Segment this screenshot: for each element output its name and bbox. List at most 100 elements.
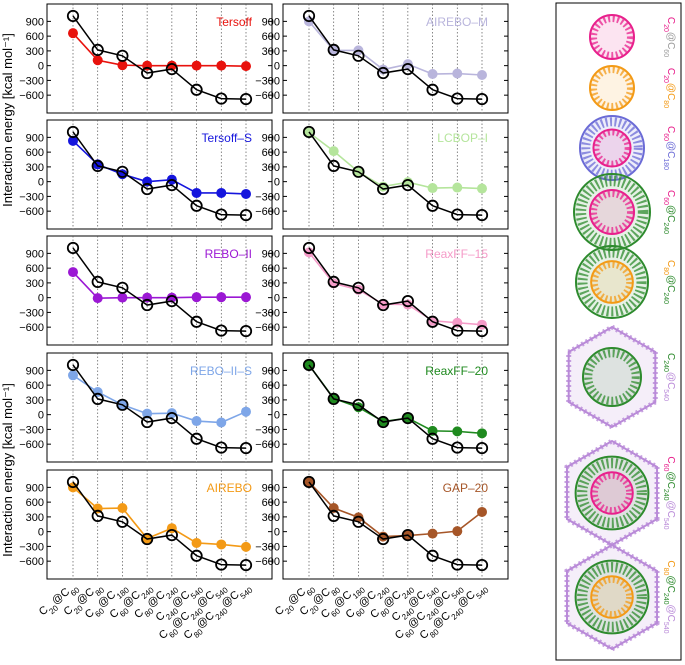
panel-frame bbox=[46, 3, 273, 114]
panel-frame bbox=[46, 469, 273, 580]
reference-point bbox=[451, 208, 464, 221]
reference-point bbox=[141, 182, 154, 196]
model-point bbox=[216, 292, 227, 303]
y-tick-label: −600 bbox=[19, 90, 44, 102]
model-point bbox=[191, 60, 202, 71]
model-point bbox=[191, 537, 202, 548]
reference-point bbox=[352, 165, 365, 178]
y-tick-label: −600 bbox=[19, 439, 44, 451]
y-tick-label: 600 bbox=[262, 380, 280, 392]
model-point bbox=[452, 68, 463, 79]
panel-7: −600 −300 0 300 600 900 REBO–II–S bbox=[19, 352, 273, 463]
model-point bbox=[117, 60, 128, 71]
y-tick-label: 600 bbox=[262, 497, 280, 509]
model-name-label: AIREBO–M bbox=[426, 15, 488, 29]
y-axis-title-1: Interaction energy [kcal mol⁻¹] bbox=[0, 33, 15, 207]
reference-point bbox=[190, 83, 203, 96]
y-tick-label: −600 bbox=[255, 439, 280, 451]
model-name-label: REBO–II bbox=[205, 247, 252, 261]
reference-point bbox=[165, 411, 178, 425]
structure-side-panel: C20@C60 C20@C80 C60@C180 C60@C240 C80@C240 C2… bbox=[555, 2, 682, 661]
molecule-c60-at-c180 bbox=[579, 115, 645, 181]
y-tick-label: 0 bbox=[274, 61, 280, 73]
reference-point bbox=[377, 415, 390, 429]
y-tick-label: 900 bbox=[26, 248, 44, 260]
cage-shell bbox=[590, 575, 634, 619]
reference-point bbox=[451, 558, 464, 571]
model-point bbox=[92, 293, 103, 304]
molecule-c20-at-c60 bbox=[589, 14, 635, 60]
y-tick-label: −300 bbox=[255, 191, 280, 203]
cage-lattice bbox=[577, 247, 647, 317]
y-tick-label: −300 bbox=[255, 307, 280, 319]
model-name-label: ReaxFF–20 bbox=[425, 364, 488, 378]
y-tick-label: −600 bbox=[255, 90, 280, 102]
y-tick-label: 0 bbox=[274, 293, 280, 305]
reference-point bbox=[91, 275, 104, 289]
reference-point bbox=[401, 62, 414, 76]
model-point bbox=[241, 541, 251, 552]
reference-point bbox=[327, 275, 340, 289]
y-tick-label: 600 bbox=[26, 147, 44, 159]
reference-point bbox=[426, 83, 439, 96]
reference-point bbox=[116, 49, 129, 62]
panel-8: −600 −300 0 300 600 900 ReaxFF–20 bbox=[255, 352, 509, 463]
reference-point bbox=[426, 315, 439, 328]
y-tick-label: −300 bbox=[19, 307, 44, 319]
model-point bbox=[427, 528, 438, 539]
model-point bbox=[216, 539, 227, 550]
y-tick-label: 300 bbox=[262, 46, 280, 58]
reference-point bbox=[352, 281, 365, 294]
model-name-label: REBO–II–S bbox=[190, 364, 252, 378]
reference-point bbox=[66, 9, 80, 23]
cage-shell bbox=[590, 471, 634, 515]
structure-label: C60@C180 bbox=[663, 126, 677, 170]
reference-point bbox=[451, 324, 464, 337]
reference-point bbox=[352, 398, 365, 411]
model-point bbox=[191, 416, 202, 427]
reference-point bbox=[327, 509, 340, 523]
reference-point bbox=[377, 532, 390, 546]
y-tick-label: 900 bbox=[26, 365, 44, 377]
reference-point bbox=[116, 281, 129, 294]
molecule-c20-at-c80 bbox=[589, 65, 635, 111]
panel-frame bbox=[46, 352, 273, 463]
molecule-c80-at-c240-at-c540 bbox=[564, 542, 660, 652]
model-point bbox=[427, 183, 438, 194]
model-point bbox=[241, 61, 251, 72]
model-point bbox=[117, 503, 128, 514]
model-point bbox=[452, 426, 463, 437]
y-tick-label: 300 bbox=[26, 278, 44, 290]
y-tick-label: −300 bbox=[19, 424, 44, 436]
cage-lattice bbox=[575, 175, 649, 249]
cage-lattice bbox=[594, 130, 630, 166]
reference-point bbox=[352, 515, 365, 528]
reference-point bbox=[327, 43, 340, 57]
y-tick-label: 900 bbox=[26, 132, 44, 144]
molecule-c60-at-c240-at-c540 bbox=[564, 438, 660, 548]
reference-point bbox=[215, 208, 228, 221]
reference-point bbox=[239, 208, 253, 222]
model-point bbox=[477, 428, 487, 439]
y-tick-label: 900 bbox=[26, 482, 44, 494]
y-tick-label: −600 bbox=[255, 206, 280, 218]
y-tick-label: 0 bbox=[38, 177, 44, 189]
model-name-label: LCBOP–I bbox=[437, 131, 488, 145]
cage-lattice bbox=[592, 473, 632, 513]
panel-3: −600 −300 0 300 600 900 Tersoff–S bbox=[19, 119, 273, 230]
y-tick-label: 300 bbox=[262, 278, 280, 290]
reference-point bbox=[165, 294, 178, 308]
reference-point bbox=[352, 49, 365, 62]
y-tick-label: 600 bbox=[26, 31, 44, 43]
y-tick-label: 0 bbox=[38, 61, 44, 73]
y-tick-label: 0 bbox=[274, 177, 280, 189]
molecule-c60-at-c240 bbox=[573, 173, 651, 251]
model-name-label: Tersoff–S bbox=[202, 131, 252, 145]
reference-point bbox=[165, 62, 178, 76]
y-tick-label: 900 bbox=[262, 132, 280, 144]
model-point bbox=[92, 55, 103, 66]
reference-point bbox=[451, 92, 464, 105]
reference-point bbox=[91, 509, 104, 523]
reference-point bbox=[377, 182, 390, 196]
y-tick-label: 600 bbox=[26, 497, 44, 509]
